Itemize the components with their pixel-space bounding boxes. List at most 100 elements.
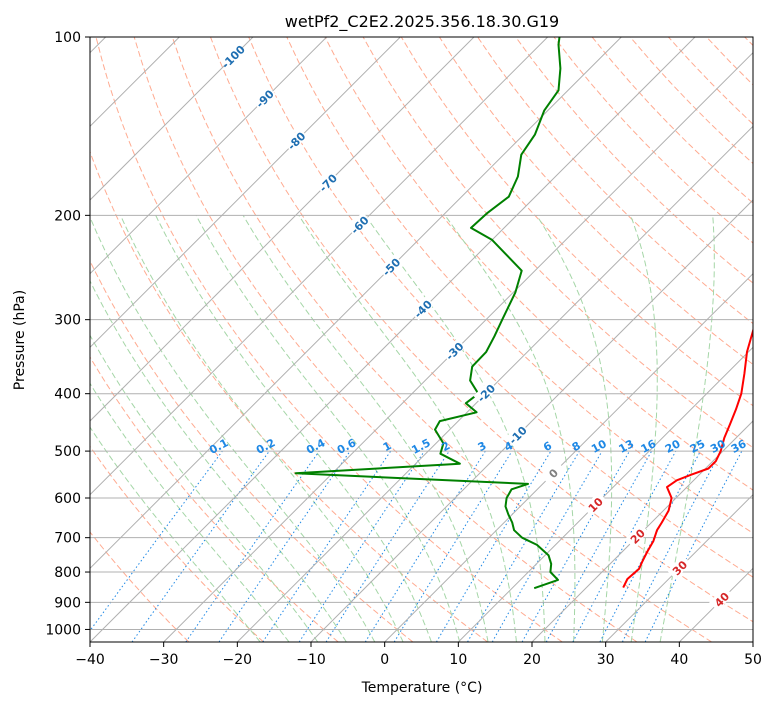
moist-adiabat [90,279,347,642]
y-axis-label: Pressure (hPa) [12,290,28,390]
isotherm-label-bg [410,296,435,321]
mixing-ratio-label: 0.6 [335,436,359,457]
dry-adiabat [438,37,753,366]
isotherm [90,37,401,349]
mixing-ratio-line [262,450,392,642]
dry-adiabat [515,37,753,284]
mixing-ratio-label: 20 [663,437,683,456]
dry-adiabat [668,37,753,125]
y-axis: 100 200 300 400 500 600 700 800 900 1000 [45,30,90,638]
moist-adiabat [630,215,658,642]
dry-adiabat [477,37,753,325]
y-tick-label: 1000 [45,622,81,638]
dry-adiabat [133,37,638,642]
y-tick-label: 500 [54,444,81,460]
moist-adiabat [155,215,432,642]
isotherm-label-bg [624,523,649,548]
plot-frame [89,36,754,643]
mixing-ratio-label: 0.2 [254,436,277,457]
isotherm [163,51,753,642]
isotherm [384,272,753,642]
isotherm-label: -100 [219,43,248,72]
x-tick-label: 40 [670,652,688,668]
mixing-ratio-label: 25 [688,437,708,456]
isotherm-label-bg [473,380,498,405]
background-lines [90,37,753,642]
moist-adiabat [120,215,404,642]
y-tick-label: 300 [54,313,81,329]
moist-adiabat [536,215,613,642]
isotherm-label-bg [378,254,403,279]
x-axis-label: Temperature (°C) [361,680,483,696]
isotherm [310,199,753,642]
y-tick-label: 700 [54,531,81,547]
mixing-ratio-line [325,450,450,642]
isotherm-label-bg [709,586,734,611]
y-tick-label: 800 [54,565,81,581]
isotherm [90,37,622,570]
dry-adiabat [210,37,753,623]
isotherm [678,567,753,642]
mixing-ratio-label: 3 [476,439,489,454]
mixing-ratio-line [218,450,351,642]
mixing-ratio-label: 10 [589,437,609,456]
moist-adiabat [90,215,376,642]
mixing-ratio-label: 30 [708,437,728,456]
pressure-gridlines [90,37,753,630]
isotherm [752,641,753,642]
sounding-traces [294,37,753,590]
mixing-ratio-line [393,450,513,642]
x-tick-label: 50 [744,652,762,668]
dry-adiabat [90,356,339,642]
isotherm-label-bg [252,86,277,111]
isotherm [90,37,696,642]
isotherm-label-bg [540,460,565,485]
isotherm-label-bg [346,212,371,237]
moist-adiabat [195,215,461,642]
dry-adiabat [90,259,414,642]
line-labels: -100-90-80-70-60-50-40-30-20-10010203040… [207,43,749,611]
moist-adiabat [298,215,517,642]
y-tick-label: 400 [54,387,81,403]
isotherm-label-bg [220,44,245,69]
isotherm [236,125,753,642]
y-tick-label: 100 [54,30,81,46]
isotherm-label-bg [315,170,340,195]
x-tick-label: −30 [149,652,179,668]
dry-adiabat [591,37,753,204]
isotherm-label-bg [667,555,692,580]
isotherm-label: -30 [443,340,466,363]
moist-adiabat [659,215,715,642]
mixing-ratio-label: 1 [381,439,394,454]
dry-adiabat [90,531,190,642]
mixing-ratio-label: 0.4 [304,436,328,457]
y-tick-label: 900 [54,595,81,611]
dewpoint-trace [294,37,562,590]
moist-adiabat [90,426,261,642]
x-tick-label: −10 [296,652,326,668]
mixing-ratio-label: 13 [617,437,637,456]
mixing-ratio-label: 1.5 [409,436,432,457]
mixing-ratio-label: 36 [729,437,749,456]
x-tick-label: 0 [380,652,389,668]
y-tick-label: 200 [54,208,81,224]
mixing-ratio-line [644,450,743,642]
chart-title: wetPf2_C2E2.2025.356.18.30.G19 [285,12,559,32]
dry-adiabat [553,37,753,244]
dry-adiabat [744,37,753,47]
mixing-ratio-line [545,450,653,642]
isotherm-label-bg [582,492,607,517]
isotherm [90,37,475,422]
dry-adiabat [400,37,753,407]
dry-adiabat [248,37,753,578]
moist-adiabat [90,382,290,642]
x-tick-label: −20 [223,652,253,668]
dry-adiabat [706,37,753,86]
isotherm-label-bg [505,422,530,447]
isotherm-label-bg [283,128,308,153]
dry-adiabat [90,150,488,642]
mixing-ratio-line [572,450,677,642]
moist-adiabat [444,215,576,642]
isotherm [90,37,254,201]
